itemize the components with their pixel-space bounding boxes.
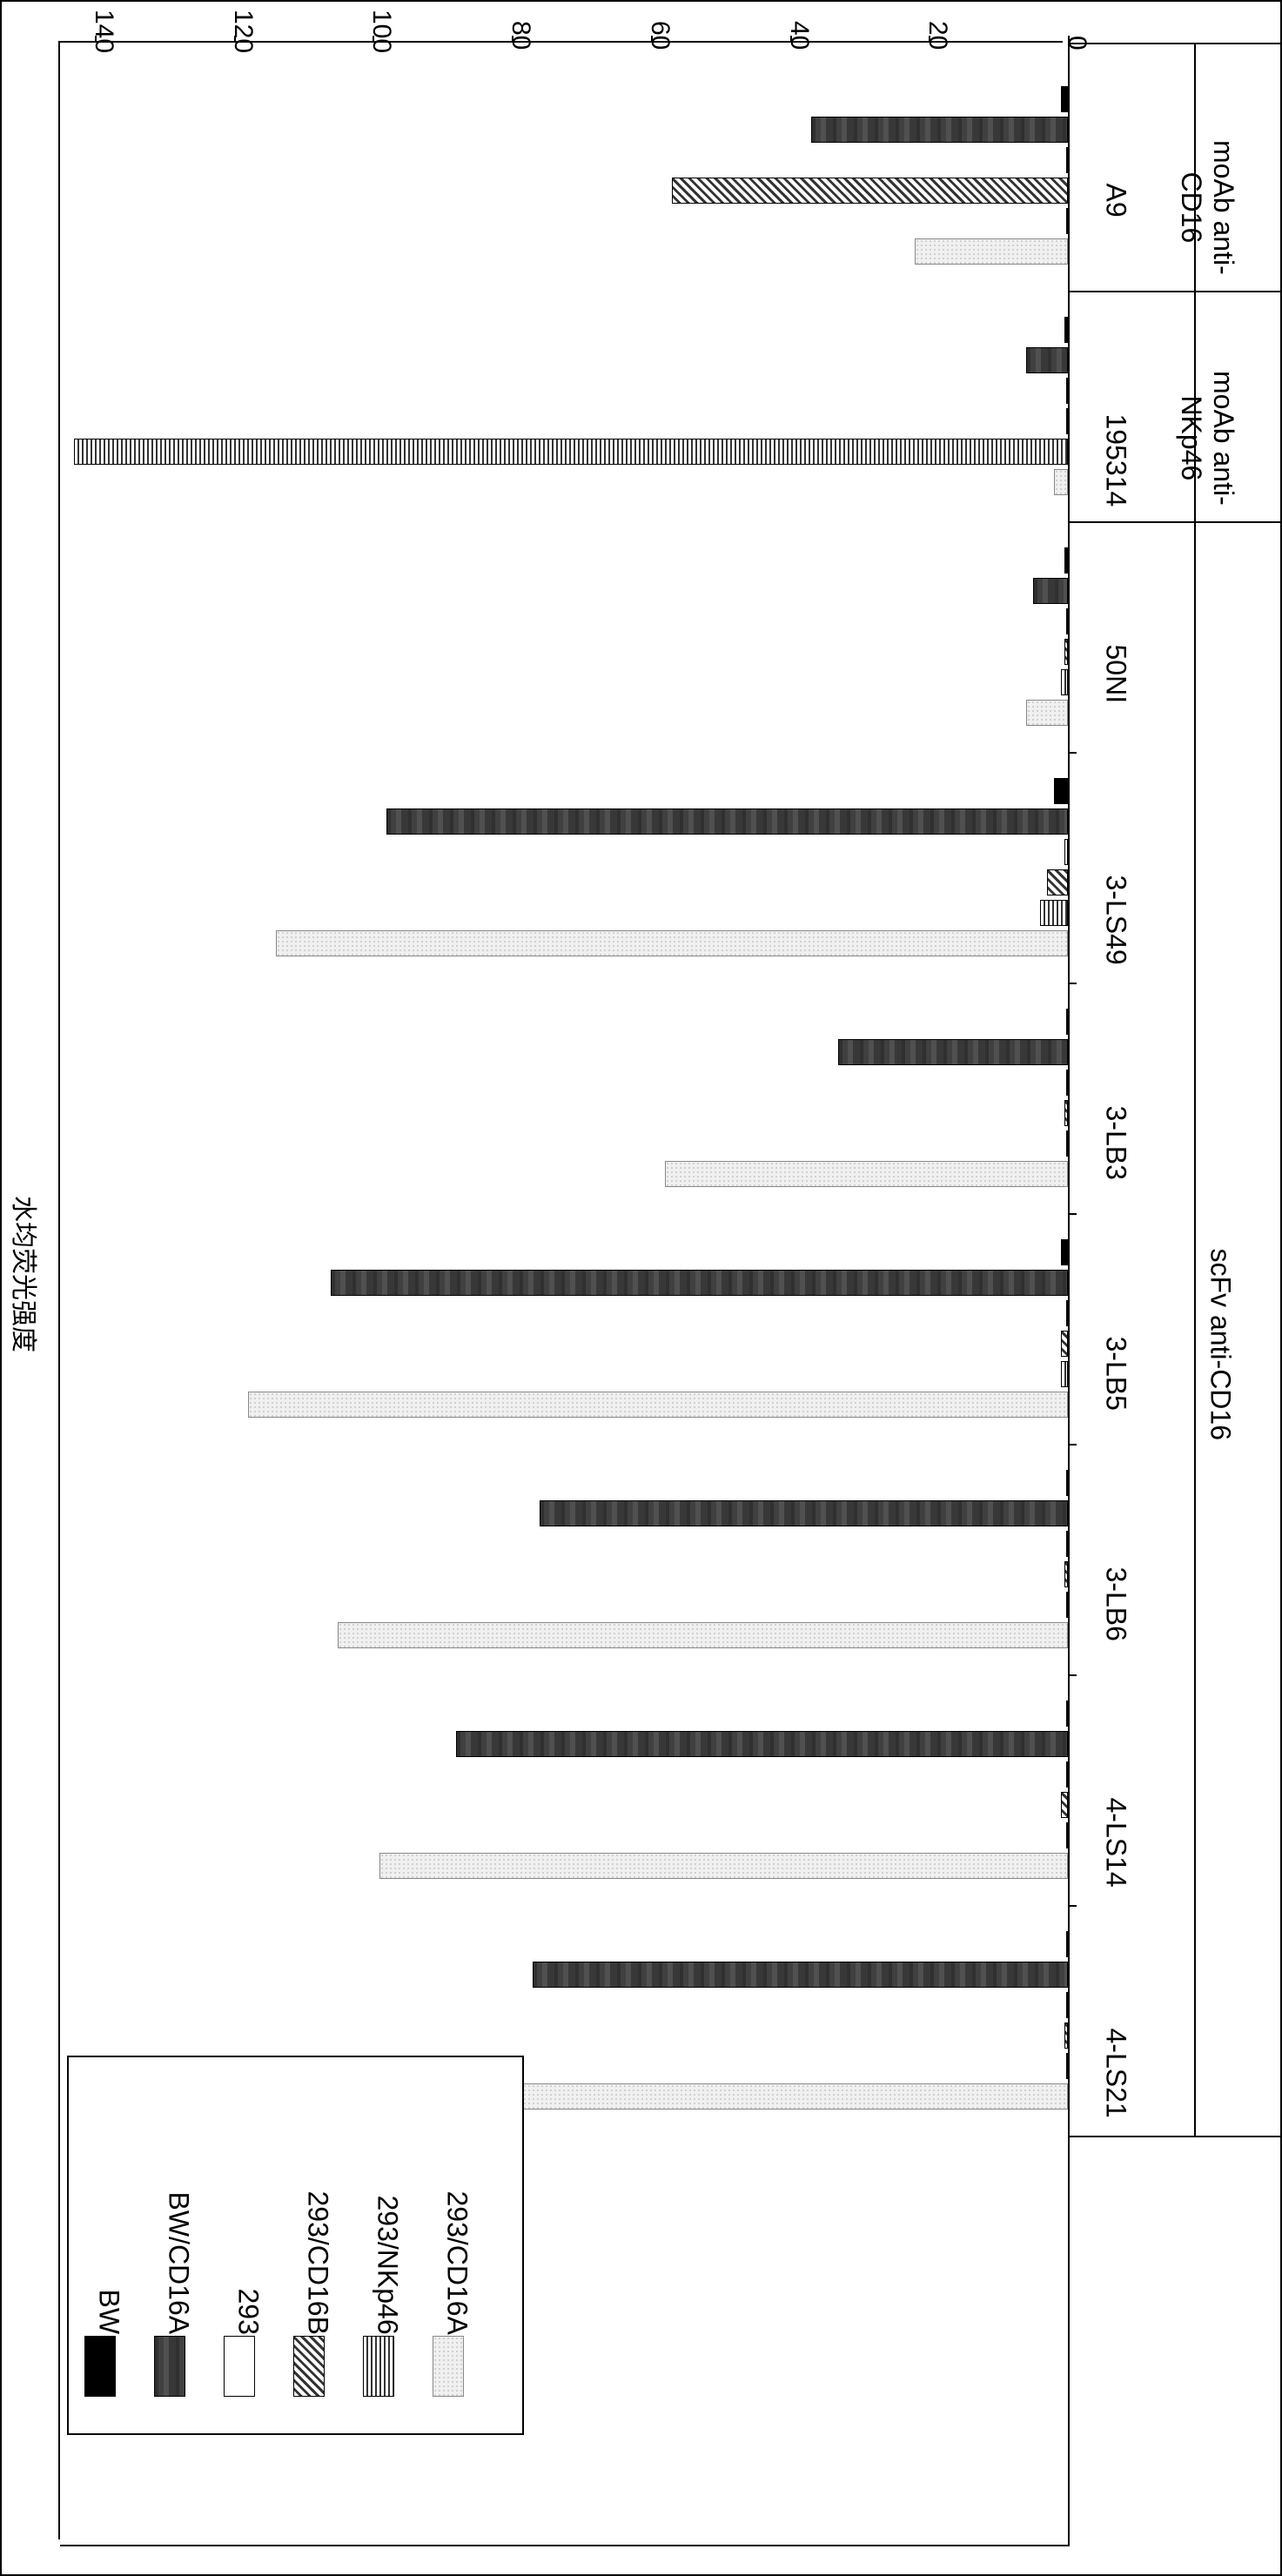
bar <box>1061 1239 1068 1265</box>
category-label: 3-LS49 <box>1100 875 1132 964</box>
axis-tick-label: 140 <box>89 10 118 53</box>
bar <box>1061 1792 1068 1818</box>
bar <box>1061 86 1068 112</box>
legend-swatch <box>363 2336 394 2397</box>
category-tick <box>1068 752 1077 754</box>
bar <box>276 930 1068 956</box>
section-label: moAb anti-CD16 <box>1175 140 1239 275</box>
axis-tick-label: 80 <box>506 21 535 50</box>
bar <box>386 808 1068 835</box>
label-column-divider <box>1194 43 1196 2136</box>
section-divider <box>1068 291 1282 292</box>
section-label: moAb anti-NKp46 <box>1175 371 1239 506</box>
bar <box>1040 900 1068 926</box>
bar <box>1061 669 1068 695</box>
bar <box>811 117 1068 143</box>
category-label: 4-LS14 <box>1100 1797 1132 1887</box>
bar <box>665 1161 1068 1187</box>
bar <box>379 1853 1068 1879</box>
category-label: A9 <box>1100 183 1132 217</box>
bar <box>1054 778 1068 804</box>
bar <box>915 238 1068 265</box>
axis-tick-label: 40 <box>784 21 814 50</box>
legend-swatch <box>224 2336 255 2397</box>
section-divider <box>1068 43 1282 44</box>
category-tick <box>1068 983 1077 984</box>
legend-box: BW BW/CD16A 293 293/CD16B 293/NKp46 293/CD16A <box>67 2056 524 2435</box>
section-label: scFv anti-CD16 <box>1205 1249 1237 1441</box>
legend-label: 293/NKp46 <box>372 2196 404 2335</box>
x-axis-title: 水均荧光强度 <box>7 1196 45 1352</box>
category-label: 195314 <box>1100 413 1132 506</box>
bar <box>1047 869 1068 896</box>
axis-tick-label: 100 <box>366 10 396 53</box>
legend-label: 293/CD16A <box>441 2191 473 2335</box>
legend-label: BW/CD16A <box>163 2192 195 2335</box>
legend-swatch <box>154 2336 185 2397</box>
bar <box>533 1962 1068 1988</box>
category-tick <box>1068 1444 1077 1446</box>
axis-tick-label: 60 <box>645 21 675 50</box>
bar <box>838 1039 1068 1065</box>
legend-label: 293 <box>232 2289 265 2335</box>
bar <box>1054 469 1068 495</box>
section-divider <box>1068 2136 1282 2137</box>
category-label: 3-LB6 <box>1100 1566 1132 1640</box>
axis-tick-label: 20 <box>923 21 952 50</box>
category-label: 50NI <box>1100 644 1132 703</box>
category-label: 4-LS21 <box>1100 2028 1132 2117</box>
legend-label: BW <box>93 2290 125 2335</box>
bar <box>338 1622 1068 1648</box>
legend-swatch <box>293 2336 325 2397</box>
bar <box>248 1392 1068 1418</box>
category-tick <box>1068 1213 1077 1215</box>
bar <box>1033 578 1068 604</box>
bar <box>1026 347 1068 373</box>
bar <box>672 178 1068 204</box>
category-label: 3-LB5 <box>1100 1336 1132 1410</box>
legend-swatch <box>433 2336 464 2397</box>
category-label: 3-LB3 <box>1100 1105 1132 1179</box>
bar <box>1061 1331 1068 1357</box>
baseline <box>1068 43 1070 2545</box>
bar <box>331 1270 1068 1296</box>
bar <box>1061 1361 1068 1387</box>
chart-container: 水均荧光强度 020406080100120140A919531450NI3-L… <box>0 0 1282 2576</box>
bar <box>74 439 1068 465</box>
section-divider <box>1068 521 1282 523</box>
category-tick <box>1068 1674 1077 1676</box>
legend-label: 293/CD16B <box>302 2191 334 2335</box>
bar <box>1026 700 1068 726</box>
category-tick <box>1068 1905 1077 1907</box>
bar <box>456 1731 1068 1757</box>
legend-swatch <box>84 2336 116 2397</box>
plot-bottom-border <box>60 2545 1070 2546</box>
axis-tick-label: 120 <box>228 10 258 53</box>
bar <box>540 1500 1068 1526</box>
